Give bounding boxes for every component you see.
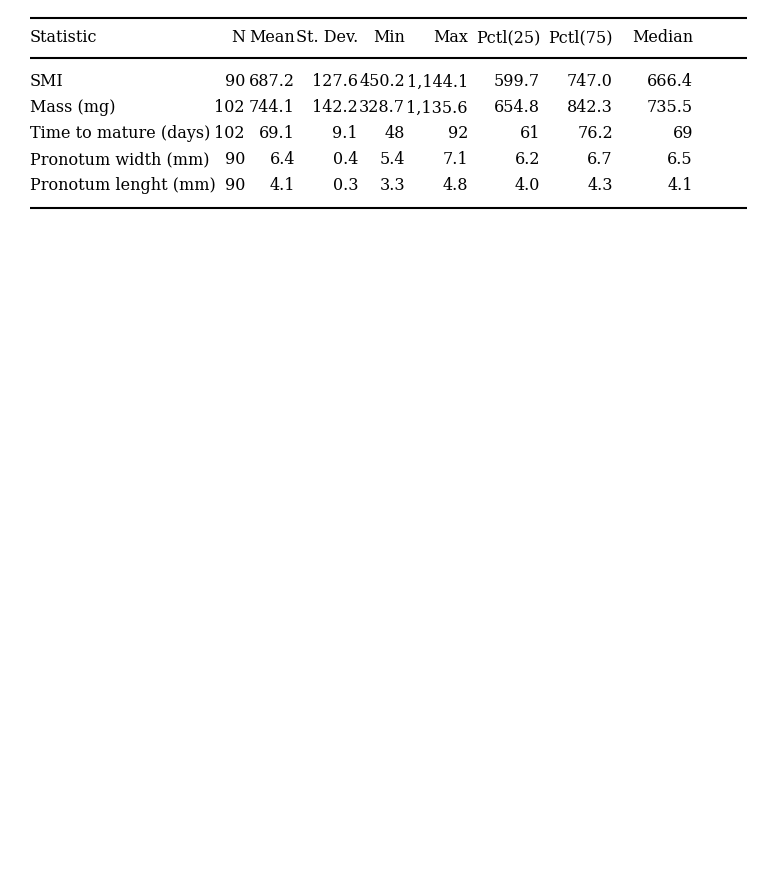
Text: 842.3: 842.3 [567,100,613,117]
Text: 4.0: 4.0 [514,178,540,194]
Text: 1,144.1: 1,144.1 [406,73,468,90]
Text: Pctl(75): Pctl(75) [549,29,613,46]
Text: 450.2: 450.2 [359,73,405,90]
Text: 90: 90 [225,73,245,90]
Text: 599.7: 599.7 [494,73,540,90]
Text: 6.5: 6.5 [667,152,693,169]
Text: N: N [231,29,245,46]
Text: 6.4: 6.4 [270,152,295,169]
Text: 48: 48 [385,126,405,143]
Text: 654.8: 654.8 [494,100,540,117]
Text: 4.1: 4.1 [270,178,295,194]
Text: St. Dev.: St. Dev. [296,29,358,46]
Text: 90: 90 [225,178,245,194]
Text: 747.0: 747.0 [567,73,613,90]
Text: Pronotum width (mm): Pronotum width (mm) [30,152,210,169]
Text: 69: 69 [673,126,693,143]
Text: 666.4: 666.4 [647,73,693,90]
Text: Pctl(25): Pctl(25) [476,29,540,46]
Text: 1,135.6: 1,135.6 [406,100,468,117]
Text: SMI: SMI [30,73,64,90]
Text: 328.7: 328.7 [359,100,405,117]
Text: Statistic: Statistic [30,29,97,46]
Text: 7.1: 7.1 [442,152,468,169]
Text: 92: 92 [448,126,468,143]
Text: 61: 61 [520,126,540,143]
Text: Pronotum lenght (mm): Pronotum lenght (mm) [30,178,216,194]
Text: 0.3: 0.3 [333,178,358,194]
Text: 6.7: 6.7 [587,152,613,169]
Text: 0.4: 0.4 [333,152,358,169]
Text: 142.2: 142.2 [312,100,358,117]
Text: 4.3: 4.3 [587,178,613,194]
Text: Median: Median [632,29,693,46]
Text: Time to mature (days): Time to mature (days) [30,126,211,143]
Text: 4.8: 4.8 [442,178,468,194]
Text: 4.1: 4.1 [667,178,693,194]
Text: 735.5: 735.5 [647,100,693,117]
Text: 5.4: 5.4 [379,152,405,169]
Text: 744.1: 744.1 [249,100,295,117]
Text: Mean: Mean [249,29,295,46]
Text: 102: 102 [214,126,245,143]
Text: 9.1: 9.1 [333,126,358,143]
Text: 687.2: 687.2 [249,73,295,90]
Text: 3.3: 3.3 [379,178,405,194]
Text: 6.2: 6.2 [514,152,540,169]
Text: 102: 102 [214,100,245,117]
Text: Mass (mg): Mass (mg) [30,100,116,117]
Text: Min: Min [373,29,405,46]
Text: 76.2: 76.2 [577,126,613,143]
Text: 69.1: 69.1 [259,126,295,143]
Text: Max: Max [433,29,468,46]
Text: 90: 90 [225,152,245,169]
Text: 127.6: 127.6 [312,73,358,90]
